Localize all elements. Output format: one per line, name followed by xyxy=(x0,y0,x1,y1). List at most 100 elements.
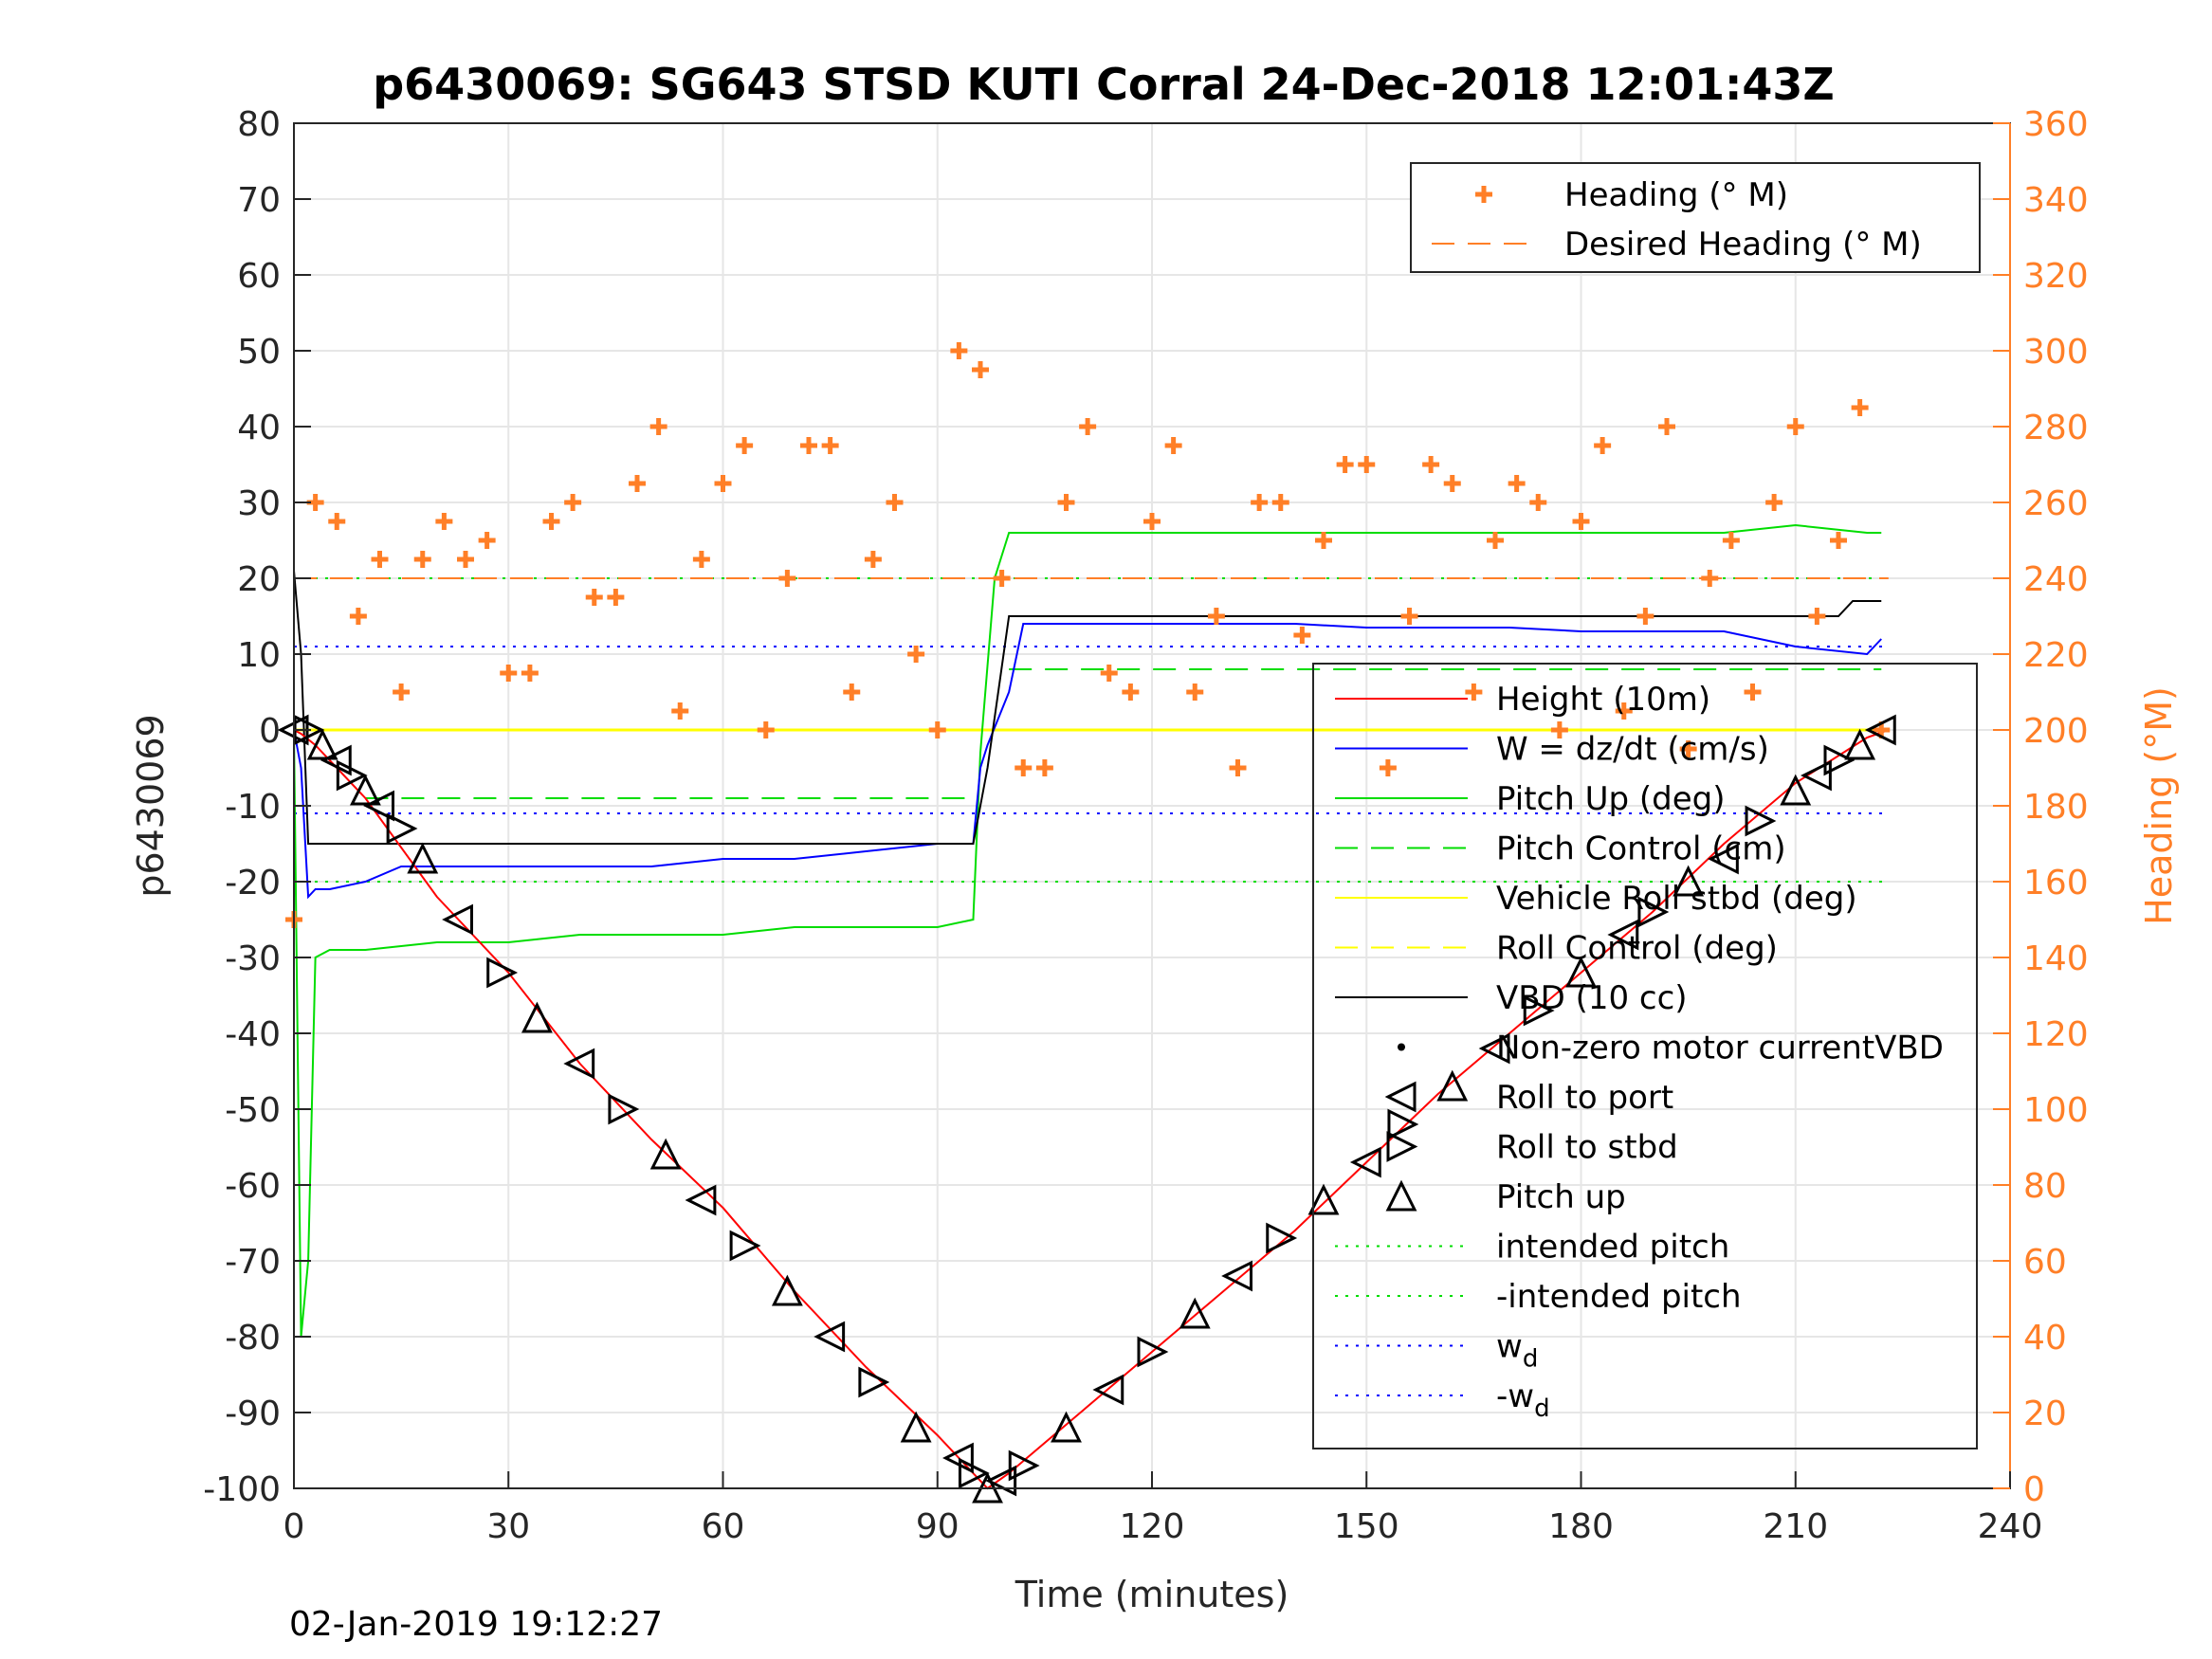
legend-entry-text: Pitch Control (cm) xyxy=(1496,830,1786,868)
heading-point xyxy=(843,684,861,701)
heading-point xyxy=(1229,759,1247,776)
x-tick-label: 90 xyxy=(916,1507,960,1546)
legend-sample-plus xyxy=(1475,186,1492,203)
event-marker xyxy=(486,957,519,989)
event-marker xyxy=(1137,1336,1169,1368)
heading-point xyxy=(649,418,667,435)
heading-point xyxy=(393,684,411,701)
y-tick-label: -10 xyxy=(225,788,281,827)
heading-point xyxy=(1572,513,1590,530)
legend-entry-label: wd xyxy=(1496,1328,1538,1374)
y-tick-label: -70 xyxy=(225,1243,281,1282)
event-marker xyxy=(306,728,338,760)
heading-point xyxy=(1594,437,1612,454)
y2-tick-label: 240 xyxy=(2023,560,2089,599)
y2-tick-label: 280 xyxy=(2023,409,2089,447)
heading-point xyxy=(478,532,496,549)
event-marker xyxy=(1179,1297,1211,1329)
heading-point xyxy=(1164,437,1182,454)
y-tick-label: -100 xyxy=(203,1470,281,1509)
x-tick-label: 30 xyxy=(486,1507,530,1546)
legend-sample-marker xyxy=(1386,1131,1418,1162)
heading-point xyxy=(1293,627,1311,644)
legend-entry-text: W = dz/dt (cm/s) xyxy=(1496,731,1769,769)
heading-point xyxy=(1336,456,1354,473)
legend-entry-text: -intended pitch xyxy=(1496,1278,1742,1316)
heading-point xyxy=(1400,608,1418,625)
legend-entry-label: Roll to stbd xyxy=(1496,1129,1678,1167)
y2-tick-label: 100 xyxy=(2023,1091,2089,1130)
event-marker xyxy=(771,1274,803,1306)
heading-point xyxy=(1487,532,1504,549)
event-marker xyxy=(958,1457,990,1489)
y-tick-label: -60 xyxy=(225,1167,281,1206)
x-axis-ticks: 0 30 60 90 120 150 180 210 240 xyxy=(283,1471,2043,1546)
heading-point xyxy=(500,665,518,682)
heading-point xyxy=(1271,494,1289,511)
legend-entry-label: Pitch Control (cm) xyxy=(1496,830,1786,868)
event-marker xyxy=(1478,1032,1510,1065)
legend-entry-label: Height (10m) xyxy=(1496,681,1710,719)
legend-entry-label: Non-zero motor currentVBD xyxy=(1496,1030,1944,1067)
legend-entry-text: Heading (° M) xyxy=(1564,176,1788,214)
event-marker xyxy=(1801,759,1832,792)
heading-point xyxy=(757,721,775,738)
y-axis-label: p6430069 xyxy=(130,714,172,897)
legend-entry-text: VBD (10 cc) xyxy=(1496,979,1688,1017)
x-tick-label: 180 xyxy=(1548,1507,1614,1546)
heading-point xyxy=(1851,399,1869,416)
event-marker xyxy=(1051,1411,1082,1443)
y2-tick-label: 220 xyxy=(2023,636,2089,675)
y2-tick-label: 40 xyxy=(2023,1319,2067,1358)
heading-point xyxy=(1744,684,1762,701)
y-tick-label: -80 xyxy=(225,1319,281,1358)
y-tick-label: -40 xyxy=(225,1015,281,1054)
heading-point xyxy=(778,570,796,587)
heading-point xyxy=(1508,475,1526,492)
heading-point xyxy=(371,551,389,568)
legend-entry-label: W = dz/dt (cm/s) xyxy=(1496,731,1769,769)
y-tick-label: -50 xyxy=(225,1091,281,1130)
heading-point xyxy=(1808,608,1826,625)
heading-point xyxy=(564,494,582,511)
event-marker xyxy=(1436,1069,1469,1102)
legend-entry-text: Pitch up xyxy=(1496,1178,1626,1216)
legend-entry-subscript: d xyxy=(1523,1345,1539,1374)
y2-axis-label: Heading (°M) xyxy=(2138,686,2180,925)
heading-point xyxy=(1786,418,1804,435)
event-marker xyxy=(858,1366,890,1398)
event-marker xyxy=(563,1048,595,1080)
event-marker xyxy=(685,1184,717,1216)
legend-main: Height (10m) W = dz/dt (cm/s) Pitch Up (de… xyxy=(1312,663,1978,1449)
heading-point xyxy=(736,437,754,454)
legend-entry-label: Pitch up xyxy=(1496,1178,1626,1216)
heading-point xyxy=(821,437,839,454)
event-marker xyxy=(1864,714,1896,746)
heading-point xyxy=(457,551,474,568)
y-tick-label: -90 xyxy=(225,1395,281,1433)
series-w xyxy=(293,623,1882,900)
event-marker xyxy=(1637,896,1670,928)
legend-heading-box xyxy=(1410,162,1981,273)
marker-layer xyxy=(277,714,1896,1504)
event-marker xyxy=(1387,1108,1419,1140)
x-tick-label: 240 xyxy=(1978,1507,2043,1546)
y2-tick-label: 120 xyxy=(2023,1015,2089,1054)
event-marker xyxy=(521,1001,553,1033)
legend-entry-label: -intended pitch xyxy=(1496,1278,1742,1316)
y2-tick-label: 60 xyxy=(2023,1243,2067,1282)
event-marker xyxy=(1266,1222,1298,1254)
heading-point xyxy=(521,665,539,682)
heading-point xyxy=(907,646,925,663)
legend-entry-text: w xyxy=(1496,1328,1523,1366)
event-marker xyxy=(1607,919,1639,951)
event-marker xyxy=(386,812,418,845)
heading-point xyxy=(1422,456,1440,473)
heading-point xyxy=(1615,702,1633,720)
event-marker xyxy=(1707,843,1739,875)
legend-entry-label: Vehicle Roll stbd (deg) xyxy=(1496,880,1857,918)
heading-point xyxy=(1830,532,1847,549)
event-marker xyxy=(814,1321,846,1353)
event-marker xyxy=(1349,1146,1381,1178)
y2-tick-label: 0 xyxy=(2023,1470,2045,1509)
